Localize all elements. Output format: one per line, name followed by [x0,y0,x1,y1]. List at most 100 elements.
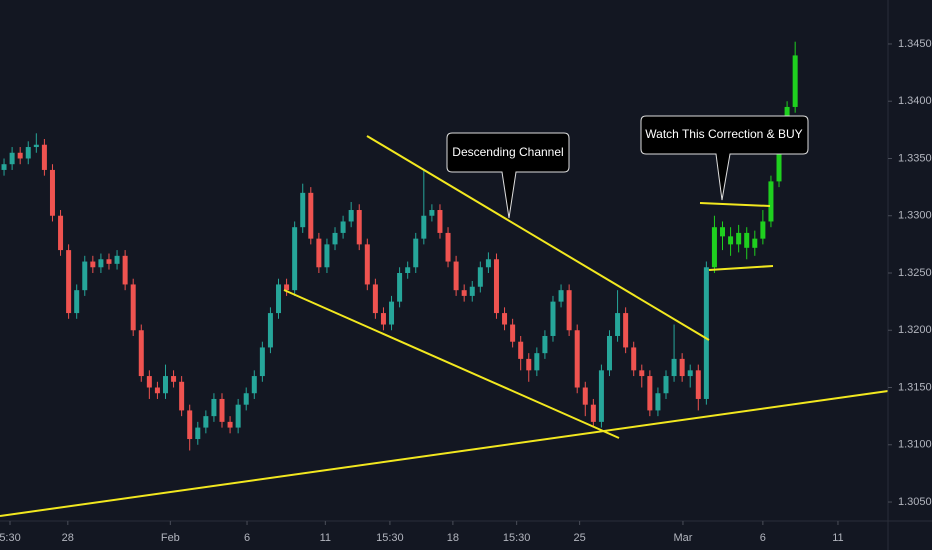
candle-body [510,324,516,342]
candle-body [122,255,128,285]
candle-body [760,221,766,239]
candle-body [98,259,104,268]
candle-body [187,410,193,440]
candle-body [179,381,185,411]
candle-body [49,169,55,216]
y-tick-label: 1.31000 [898,439,932,451]
candle-body [792,55,798,107]
candle-body [203,416,209,428]
x-tick-label: 11 [832,532,843,544]
candle-body [364,244,370,285]
candle-body [259,347,265,377]
candle-body [655,393,661,411]
candle-body [74,290,80,314]
candle-body [776,141,782,182]
candle-body [284,284,290,291]
candle-body [380,313,386,325]
candle-body [518,341,524,359]
candle-body [566,290,572,331]
candle-body [340,221,346,233]
candle-body [219,398,225,422]
candle-body [526,358,532,371]
channel-lower-line [283,289,620,439]
candle-body [17,152,23,159]
candle-body [469,286,475,296]
candle-body [744,232,750,248]
candle-body [768,181,774,222]
candle-body [534,353,540,371]
x-tick-label: 18 [447,532,459,544]
candle-body [138,330,144,377]
x-tick-label: 6 [760,532,766,544]
candle-body [671,358,677,377]
candle-body [405,267,411,273]
x-tick-label: 15:30 [376,532,404,544]
callout-box [446,132,570,219]
candle-body [348,210,354,222]
candle-body [720,227,726,237]
y-tick-label: 1.33500 [898,152,932,164]
candle-body [372,284,378,314]
candle-body [324,244,330,268]
candle-body [550,301,556,336]
candle-body [292,227,298,291]
candle-body [606,335,612,371]
candle-body [615,313,621,336]
candle-body [227,421,233,428]
candle-body [41,144,47,170]
candle-body [623,313,629,348]
candle-body [453,261,459,291]
candle-body [413,238,419,268]
candle-body [502,313,508,325]
candle-body [130,284,136,331]
candle-body [114,255,120,264]
candle-body [195,427,201,440]
candle-body [485,259,491,268]
candle-body [332,232,338,245]
callout-text: Watch This Correction & BUY [645,127,802,141]
range-bottom-line [708,265,774,271]
candle-body [82,261,88,291]
callout-text: Descending Channel [452,145,563,159]
candle-body [679,358,685,377]
candle-body [736,232,742,245]
y-tick-label: 1.30500 [898,496,932,508]
candle-body [461,290,467,296]
candle-body [752,238,758,248]
candle-body [316,238,322,268]
candle-body [33,144,39,148]
candle-body [356,210,362,245]
candle-body [639,370,645,377]
candle-body [493,259,499,314]
candle-body [1,164,7,170]
candle-body [647,376,653,411]
y-tick-label: 1.32000 [898,324,932,336]
candle-body [58,215,64,251]
candle-body [542,335,548,354]
x-tick-label: 5:30 [0,532,21,544]
candle-body [106,259,112,264]
candle-body [154,387,160,394]
candle-body [9,152,15,165]
x-tick-label: 25 [573,532,585,544]
callout-box [640,115,809,201]
candle-body [663,376,669,394]
x-tick-label: Feb [161,532,180,544]
candles [1,41,798,451]
candle-body [687,370,693,377]
candle-body [703,267,709,399]
candle-body [574,330,580,388]
y-tick-label: 1.31500 [898,381,932,393]
candle-body [146,376,152,388]
range-top-line [699,202,771,207]
y-tick-label: 1.32500 [898,267,932,279]
candle-body [711,227,717,268]
candle-body [631,347,637,371]
candle-body [437,210,443,233]
candle-body [598,370,604,422]
candle-body [695,370,701,399]
x-tick-label: 28 [62,532,74,544]
y-tick-label: 1.34000 [898,95,932,107]
candle-body [590,404,596,422]
axes: 1.34500 1.34000 1.33500 1.33000 1.32500 1.320… [0,38,932,544]
